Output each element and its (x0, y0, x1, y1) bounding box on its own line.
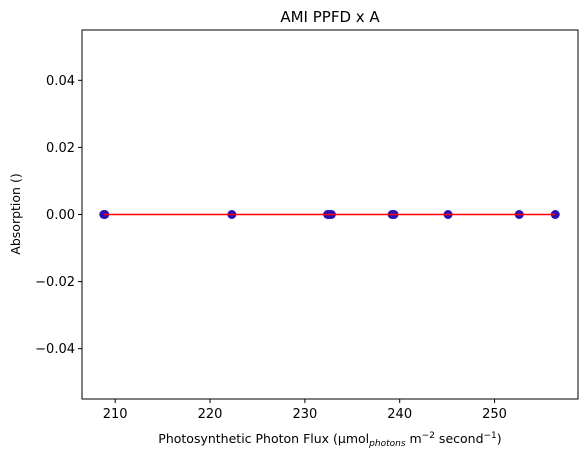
y-tick-label: −0.04 (35, 342, 75, 357)
x-tick-label: 240 (387, 407, 412, 422)
x-axis-label-mid2: second (435, 431, 484, 446)
x-axis-label-sup1: −2 (422, 431, 435, 441)
x-tick-label: 230 (292, 407, 317, 422)
x-ticks: 210 220 230 240 250 (103, 399, 507, 422)
x-axis-label: Photosynthetic Photon Flux (µmolphotons … (158, 431, 501, 449)
x-axis-label-sub: photons (368, 439, 406, 449)
x-tick-label: 220 (198, 407, 223, 422)
y-tick-label: −0.02 (35, 275, 75, 290)
y-tick-label: 0.02 (46, 141, 75, 156)
y-ticks: −0.04 −0.02 0.00 0.02 0.04 (35, 74, 82, 357)
x-axis-label-mid: m (406, 431, 422, 446)
chart-title: AMI PPFD x A (280, 8, 380, 26)
x-tick-label: 250 (482, 407, 507, 422)
x-axis-label-base: Photosynthetic Photon Flux (µmol (158, 431, 369, 446)
y-tick-label: 0.04 (46, 74, 75, 89)
x-axis-label-end: ) (497, 431, 502, 446)
x-axis-label-sup2: −1 (484, 431, 497, 441)
x-tick-label: 210 (103, 407, 128, 422)
y-axis-label: Absorption () (8, 173, 23, 254)
y-tick-label: 0.00 (46, 208, 75, 223)
plot-area (99, 210, 560, 219)
